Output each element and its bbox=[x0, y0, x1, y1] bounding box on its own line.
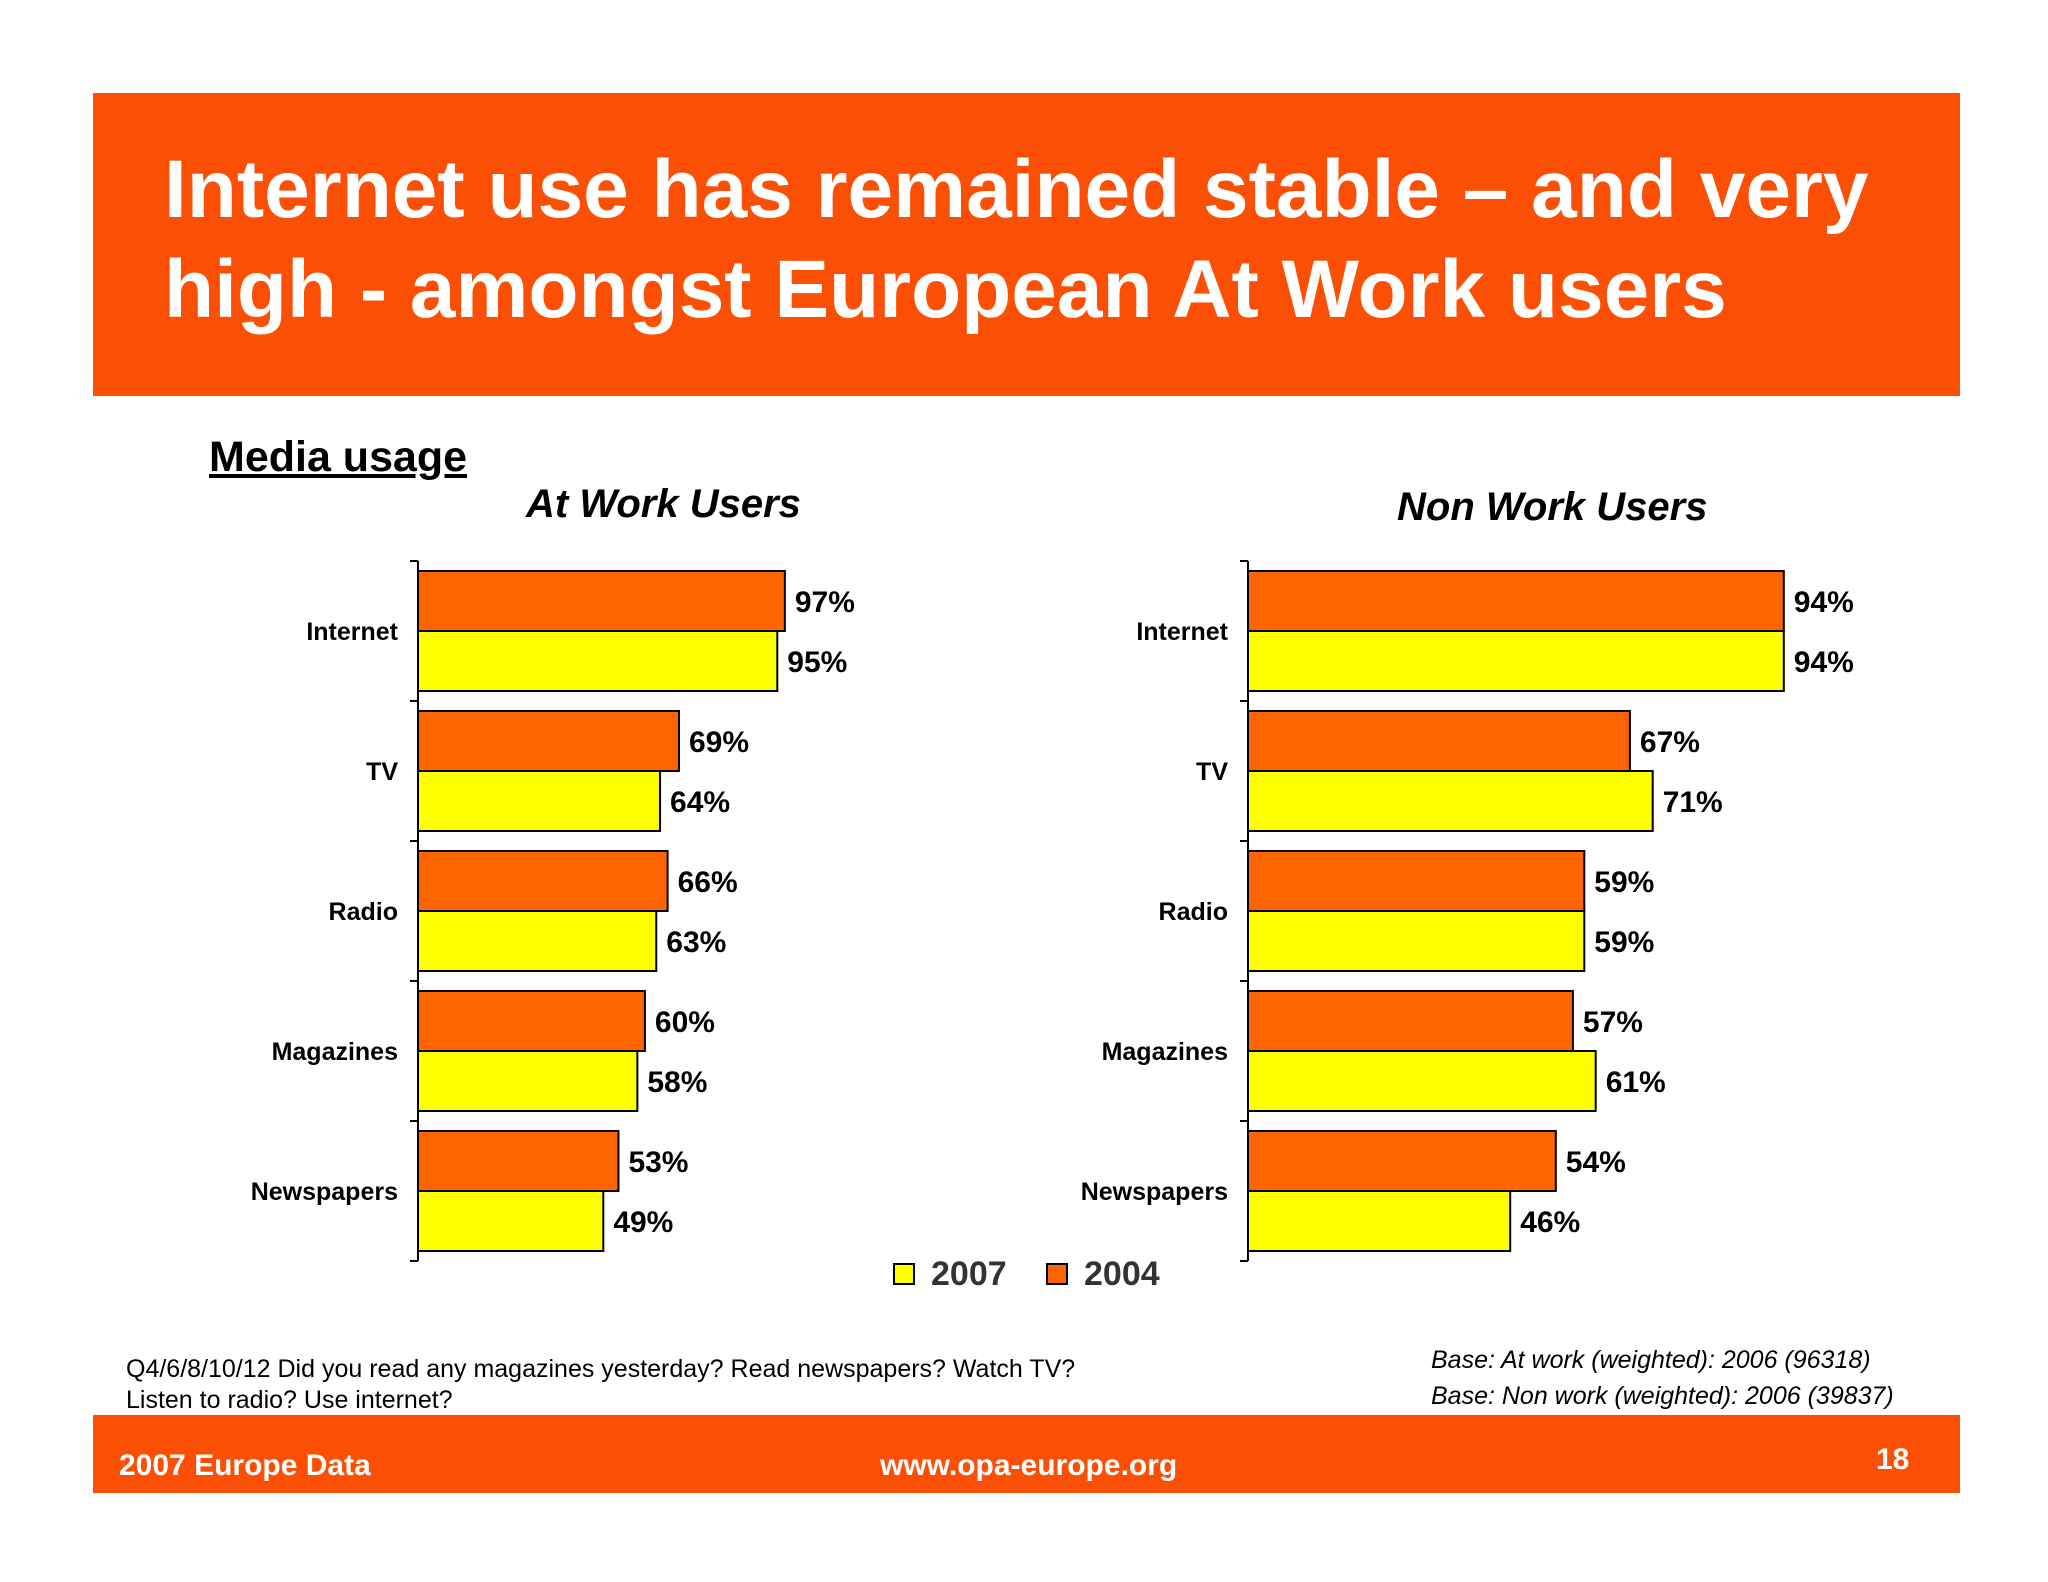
data-label-2004: 54% bbox=[1566, 1146, 1626, 1179]
data-label-2004: 53% bbox=[628, 1146, 688, 1179]
footer-band bbox=[93, 1415, 1960, 1493]
bar-2007 bbox=[417, 910, 658, 972]
bar-2004 bbox=[1247, 1130, 1557, 1192]
footer-page-number: 18 bbox=[1876, 1443, 1910, 1476]
legend-item-2007: 2007 bbox=[893, 1254, 1007, 1294]
base-note-at-work: Base: At work (weighted): 2006 (96318) bbox=[1431, 1346, 1871, 1374]
bar-2004 bbox=[1247, 570, 1785, 632]
question-note: Q4/6/8/10/12 Did you read any magazines … bbox=[126, 1355, 1076, 1414]
legend-swatch-2007 bbox=[893, 1263, 915, 1285]
bar-2007 bbox=[417, 770, 662, 832]
bar-2007 bbox=[417, 1190, 605, 1252]
bar-2004 bbox=[1247, 850, 1586, 912]
footer-url: www.opa-europe.org bbox=[880, 1449, 1178, 1482]
legend-label-2004: 2004 bbox=[1084, 1254, 1160, 1293]
bar-2004 bbox=[417, 850, 669, 912]
category-label: Internet bbox=[1136, 618, 1228, 646]
bar-2004 bbox=[417, 990, 646, 1052]
category-label: Radio bbox=[1159, 898, 1228, 926]
header-band bbox=[93, 93, 1960, 396]
data-label-2004: 67% bbox=[1640, 726, 1700, 759]
data-label-2007: 71% bbox=[1663, 786, 1723, 819]
bar-2004 bbox=[417, 570, 786, 632]
legend-swatch-2004 bbox=[1046, 1263, 1068, 1285]
data-label-2007: 63% bbox=[666, 926, 726, 959]
data-label-2007: 64% bbox=[670, 786, 730, 819]
category-label: Newspapers bbox=[251, 1178, 398, 1206]
category-label: Internet bbox=[306, 618, 398, 646]
bar-charts: Internet 97% 95% TV 69% 64% Radio 66% 63% Magazin… bbox=[251, 560, 1854, 1262]
category-label: TV bbox=[366, 758, 398, 786]
chart-title-non-work: Non Work Users bbox=[1397, 485, 1708, 529]
data-label-2004: 59% bbox=[1594, 866, 1654, 899]
category-label: Newspapers bbox=[1081, 1178, 1228, 1206]
bar-2004 bbox=[1247, 990, 1574, 1052]
category-label: Magazines bbox=[1102, 1038, 1228, 1066]
data-label-2004: 57% bbox=[1583, 1006, 1643, 1039]
bar-2007 bbox=[1247, 910, 1586, 972]
data-label-2004: 97% bbox=[795, 586, 855, 619]
category-label: Magazines bbox=[272, 1038, 398, 1066]
data-label-2007: 46% bbox=[1520, 1206, 1580, 1239]
bar-2004 bbox=[1247, 710, 1631, 772]
bar-2007 bbox=[1247, 770, 1654, 832]
data-label-2004: 66% bbox=[678, 866, 738, 899]
legend-label-2007: 2007 bbox=[931, 1254, 1007, 1293]
bar-2004 bbox=[417, 710, 680, 772]
section-heading: Media usage bbox=[209, 433, 468, 481]
data-label-2007: 58% bbox=[647, 1066, 707, 1099]
bar-2007 bbox=[1247, 630, 1785, 692]
base-note-non-work: Base: Non work (weighted): 2006 (39837) bbox=[1431, 1382, 1894, 1410]
data-label-2004: 60% bbox=[655, 1006, 715, 1039]
data-label-2007: 59% bbox=[1594, 926, 1654, 959]
bar-2007 bbox=[417, 1050, 639, 1112]
bar-2007 bbox=[417, 630, 779, 692]
bar-2004 bbox=[417, 1130, 620, 1192]
data-label-2004: 94% bbox=[1794, 586, 1854, 619]
data-label-2007: 49% bbox=[613, 1206, 673, 1239]
data-label-2004: 69% bbox=[689, 726, 749, 759]
data-label-2007: 95% bbox=[787, 646, 847, 679]
data-label-2007: 94% bbox=[1794, 646, 1854, 679]
chart-title-at-work: At Work Users bbox=[526, 482, 801, 526]
slide-title: Internet use has remained stable – and v… bbox=[164, 144, 1869, 335]
data-label-2007: 61% bbox=[1606, 1066, 1666, 1099]
legend-item-2004: 2004 bbox=[1046, 1254, 1160, 1294]
bar-2007 bbox=[1247, 1050, 1597, 1112]
category-label: Radio bbox=[329, 898, 398, 926]
footer-left-text: 2007 Europe Data bbox=[119, 1449, 371, 1482]
category-label: TV bbox=[1196, 758, 1228, 786]
bar-2007 bbox=[1247, 1190, 1512, 1252]
